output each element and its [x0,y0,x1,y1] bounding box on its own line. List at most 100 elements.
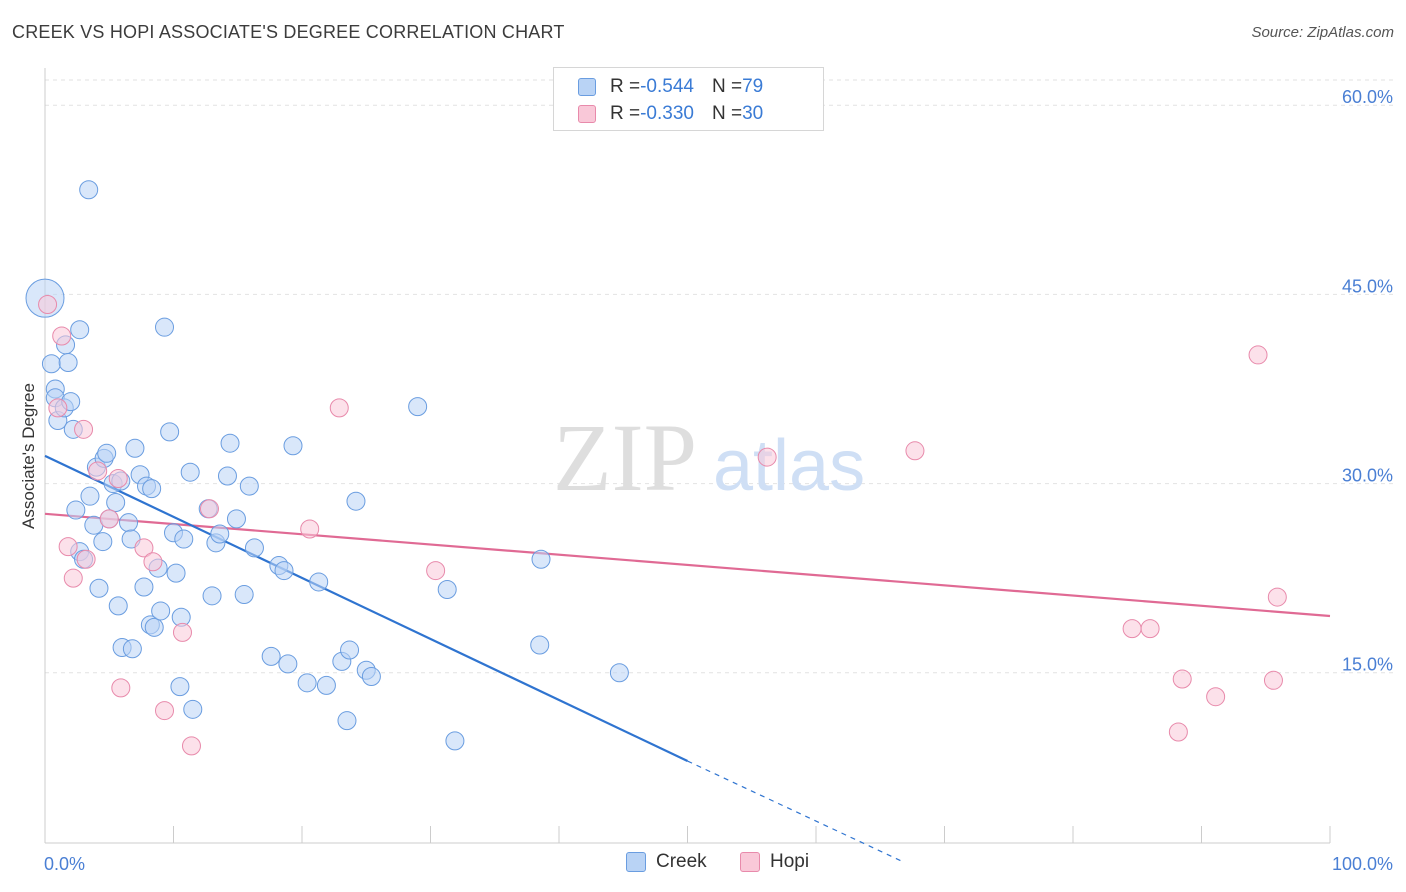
r-label: R = [610,76,641,97]
creek-point [170,677,190,697]
creek-point [346,491,366,511]
creek-point [309,572,329,592]
creek-point [125,438,145,458]
creek-point [297,673,317,693]
y-tick-label: 45.0% [1342,276,1393,296]
hopi-point [1172,669,1192,689]
stats-legend: R = -0.544 N = 79 R = -0.330 N = 30 [553,67,824,131]
creek-point [155,317,175,337]
hopi-point [329,398,349,418]
r-label: R = [610,103,641,124]
creek-point [183,699,203,719]
creek-point [217,466,237,486]
creek-swatch [578,78,596,96]
creek-point [151,601,171,621]
r-value: -0.330 [640,103,694,124]
n-label: N = [711,103,743,124]
hopi-swatch [740,852,760,872]
series-legend: Creek Hopi [0,851,1406,877]
hopi-point [1140,619,1160,639]
hopi-point [108,469,128,489]
n-value: 79 [742,76,764,97]
hopi-point [1248,345,1268,365]
creek-point [106,492,126,512]
creek-point [174,529,194,549]
creek-point [340,640,360,660]
creek-point [93,532,113,552]
hopi-point [1206,687,1226,707]
hopi-point [181,736,201,756]
creek-point [437,580,457,600]
hopi-point [99,509,119,529]
creek-point [361,667,381,687]
hopi-point [300,519,320,539]
tick-labels: 15.0% 30.0% 45.0% 60.0% 0.0% 100.0% [44,87,1393,874]
hopi-point [199,499,219,519]
legend-item-creek[interactable]: Creek [626,851,707,873]
creek-point [70,320,90,340]
hopi-point [172,622,192,642]
creek-point [134,577,154,597]
source-label: Source: ZipAtlas.com [1251,24,1394,41]
grid-lines [45,79,1395,674]
creek-point [274,561,294,581]
creek-point [244,538,264,558]
hopi-point [76,549,96,569]
data-points [25,180,1287,756]
creek-point [79,180,99,200]
y-tick-label: 30.0% [1342,466,1393,486]
hopi-point [143,552,163,572]
creek-point [160,422,180,442]
creek-point [283,436,303,456]
chart-title: CREEK VS HOPI ASSOCIATE'S DEGREE CORRELA… [12,22,565,42]
creek-point [408,397,428,417]
legend-label-hopi: Hopi [770,851,810,872]
legend-item-hopi[interactable]: Hopi [740,851,809,873]
hopi-point [905,441,925,461]
hopi-point [63,568,83,588]
creek-point [316,675,336,695]
creek-point [226,509,246,529]
creek-point [278,654,298,674]
creek-point [119,513,139,533]
hopi-point [38,294,58,314]
creek-point [142,479,162,499]
stats-row-creek: R = -0.544 N = 79 [578,75,763,99]
hopi-point [111,678,131,698]
hopi-point [426,561,446,581]
hopi-swatch [578,105,596,123]
hopi-point [134,538,154,558]
creek-point [166,563,186,583]
creek-point [144,617,164,637]
creek-point [58,352,78,372]
creek-point [80,486,100,506]
creek-point [210,524,230,544]
hopi-point [1263,670,1283,690]
n-value: 30 [742,103,764,124]
hopi-point [1267,587,1287,607]
legend-label-creek: Creek [656,851,707,872]
trend-lines [44,454,1331,863]
r-value: -0.544 [640,76,694,97]
creek-point [97,443,117,463]
y-tick-label: 15.0% [1342,655,1393,675]
hopi-point [48,398,68,418]
hopi-point [74,419,94,439]
creek-point [261,646,281,666]
creek-point [66,500,86,520]
hopi-point [1122,619,1142,639]
creek-point [239,476,259,496]
creek-point [89,578,109,598]
hopi-point [155,701,175,721]
watermark: ZIP atlas [553,404,865,511]
axes [44,68,1331,844]
creek-point [180,462,200,482]
creek-point [445,731,465,751]
creek-point [202,586,222,606]
hopi-point [88,461,108,481]
watermark-atlas: atlas [713,426,865,506]
hopi-point [757,447,777,467]
creek-point [234,585,254,605]
creek-trend-extension [687,760,904,863]
